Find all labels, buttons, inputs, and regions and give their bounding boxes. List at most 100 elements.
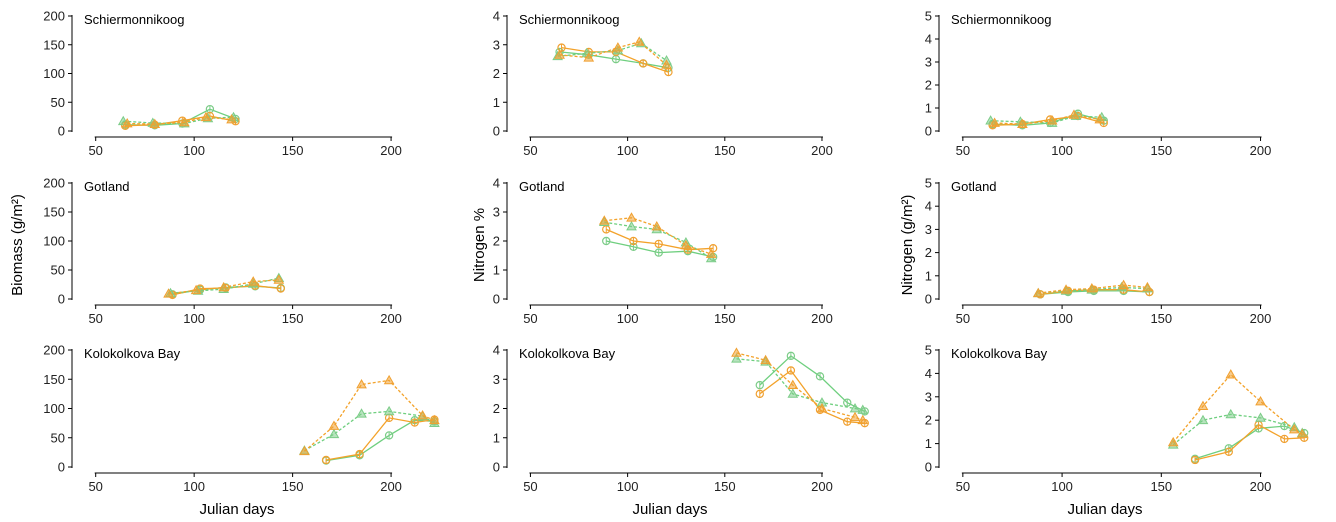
panel-7-series-4-point bbox=[383, 374, 395, 385]
panel-3-title: Schiermonnikoog bbox=[951, 12, 1051, 27]
panel-6-series-4-point bbox=[1060, 284, 1072, 294]
panel-4: 0 50 100 150 200 50 100 150 200 Gotland bbox=[43, 176, 402, 327]
panel-1-series-4-point bbox=[226, 113, 237, 124]
panel-2-title: Schiermonnikoog bbox=[519, 12, 619, 27]
panel-3-x-tick-label: 200 bbox=[1250, 143, 1272, 158]
panel-6-series-3-line bbox=[1038, 286, 1148, 294]
panel-6-series-4-point bbox=[1086, 283, 1098, 293]
panel-5-x-tick-label: 100 bbox=[617, 311, 639, 326]
panel-5-series-4-point bbox=[651, 220, 663, 231]
panel-8-title: Kolokolkova Bay bbox=[519, 346, 616, 361]
panel-8-series-4-point bbox=[731, 347, 742, 357]
panel-1-x-tick-label: 200 bbox=[380, 143, 402, 158]
panel-5-series-4-line bbox=[604, 217, 712, 255]
panel-4-y-tick-label: 150 bbox=[43, 205, 65, 220]
panel-6-x-tick-label: 150 bbox=[1150, 311, 1172, 326]
panel-7-series-4-point bbox=[356, 379, 367, 389]
panel-7-series-4-point bbox=[328, 420, 340, 430]
panel-8-series-3-point bbox=[857, 404, 869, 414]
panel-7-y-tick-label: 150 bbox=[43, 372, 65, 387]
panel-5-x-tick-label: 50 bbox=[523, 311, 537, 326]
panel-2-x-tick-label: 50 bbox=[523, 143, 537, 158]
panel-2-x-tick-label: 200 bbox=[811, 143, 833, 158]
panel-7-series-4-point bbox=[429, 414, 440, 425]
panel-1-y-tick-label: 0 bbox=[58, 124, 65, 139]
panel-9-series-4-point bbox=[1296, 428, 1308, 439]
panel-7-series-3-point bbox=[383, 405, 395, 416]
panel-1-series-4-point bbox=[149, 118, 161, 128]
panel-7-y-tick-label: 0 bbox=[58, 460, 65, 475]
panel-9-series-3-point bbox=[1255, 412, 1266, 422]
panel-9-x-tick-label: 50 bbox=[956, 479, 970, 494]
panel-7: 0 50 100 150 200 50 100 150 200 Kolokolkova Bay bbox=[43, 343, 440, 494]
panel-7-series-4-point bbox=[299, 445, 310, 456]
panel-2-series-4-point bbox=[633, 36, 645, 46]
panel-8-series-4-point bbox=[787, 379, 799, 389]
panel-4-series-4-point bbox=[190, 284, 202, 295]
panel-5: 0 1 2 3 4 50 100 150 200 Gotland bbox=[493, 176, 833, 327]
panel-8-series-1-line bbox=[759, 355, 865, 412]
panel-7-series-4-point bbox=[417, 410, 428, 420]
panel-8-y-tick-label: 4 bbox=[493, 343, 500, 358]
panel-9-series-4-line bbox=[1172, 373, 1303, 443]
panel-5-y-tick-label: 4 bbox=[493, 176, 500, 191]
panel-3-y-tick-label: 3 bbox=[925, 55, 932, 70]
panel-8-y-tick-label: 2 bbox=[493, 401, 500, 416]
panel-1: 0 50 100 150 200 50 100 150 200 Schiermonnikoog bbox=[43, 9, 402, 159]
panel-9-series-4-point bbox=[1197, 400, 1209, 411]
panel-5-title: Gotland bbox=[519, 179, 565, 194]
panel-6-y-tick-label: 0 bbox=[925, 292, 932, 307]
panel-1-series-4-point bbox=[178, 116, 190, 127]
panel-5-series-4-point bbox=[598, 215, 610, 225]
x-axis-label-col3: Julian days bbox=[1067, 501, 1142, 518]
panel-8-x-tick-label: 50 bbox=[523, 479, 537, 494]
panel-2-series-4-point bbox=[583, 52, 595, 62]
panel-7-x-tick-label: 100 bbox=[183, 479, 205, 494]
panel-2-series-4-point bbox=[554, 49, 565, 59]
panel-1-y-tick-label: 100 bbox=[43, 66, 65, 81]
panel-6-title: Gotland bbox=[951, 179, 997, 194]
panel-2: 0 1 2 3 4 50 100 150 200 Schiermonnikoog bbox=[493, 9, 833, 159]
panel-8-y-tick-label: 3 bbox=[493, 372, 500, 387]
panel-2-y-tick-label: 1 bbox=[493, 95, 500, 110]
panel-3-series-4-point bbox=[1046, 115, 1058, 125]
panel-4-y-tick-label: 50 bbox=[51, 263, 65, 278]
panel-9-series-4-point bbox=[1288, 424, 1300, 434]
panel-8-series-4-point bbox=[816, 402, 828, 413]
panel-9-x-tick-label: 150 bbox=[1150, 479, 1172, 494]
panel-6-y-tick-label: 3 bbox=[925, 222, 932, 237]
panel-4-title: Gotland bbox=[84, 179, 130, 194]
panel-9-y-tick-label: 3 bbox=[925, 389, 932, 404]
panel-2-series-4-point bbox=[612, 42, 624, 52]
panel-7-series-4-line bbox=[303, 379, 435, 452]
panel-4-series-4-point bbox=[273, 274, 285, 284]
panel-4-series-4-point bbox=[163, 288, 174, 298]
panel-3-series-4-point bbox=[1017, 118, 1028, 128]
panel-6-series-4-point bbox=[1118, 279, 1129, 289]
panel-3-series-4-point bbox=[1094, 113, 1106, 124]
panel-9-series-4-point bbox=[1225, 369, 1237, 379]
panel-6-series-4-point bbox=[1032, 287, 1044, 298]
panel-5-x-tick-label: 150 bbox=[714, 311, 736, 326]
panel-2-y-tick-label: 0 bbox=[493, 124, 500, 139]
biomass-y-axis-label: Biomass (g/m²) bbox=[9, 194, 26, 296]
panel-7-series-3-point bbox=[356, 408, 367, 418]
panel-7-y-tick-label: 100 bbox=[43, 401, 65, 416]
panel-6-y-tick-label: 1 bbox=[925, 268, 932, 283]
panel-6-y-tick-label: 4 bbox=[925, 199, 932, 214]
panel-4-x-tick-label: 150 bbox=[282, 311, 304, 326]
panel-9-series-4-point bbox=[1255, 395, 1266, 406]
panel-7-y-tick-label: 200 bbox=[43, 343, 65, 358]
panel-6-x-tick-label: 50 bbox=[956, 311, 970, 326]
panel-8-x-tick-label: 200 bbox=[811, 479, 833, 494]
panel-1-y-tick-label: 150 bbox=[43, 37, 65, 52]
panel-9-series-3-point bbox=[1197, 414, 1209, 425]
panel-1-series-4-point bbox=[121, 118, 133, 128]
panel-3-y-tick-label: 1 bbox=[925, 101, 932, 116]
panel-8-series-4-point bbox=[857, 414, 869, 425]
panel-8: 0 1 2 3 4 50 100 150 200 Kolokolkova Bay bbox=[493, 343, 869, 494]
panel-3-series-4-point bbox=[1068, 109, 1080, 119]
panel-5-y-tick-label: 0 bbox=[493, 292, 500, 307]
